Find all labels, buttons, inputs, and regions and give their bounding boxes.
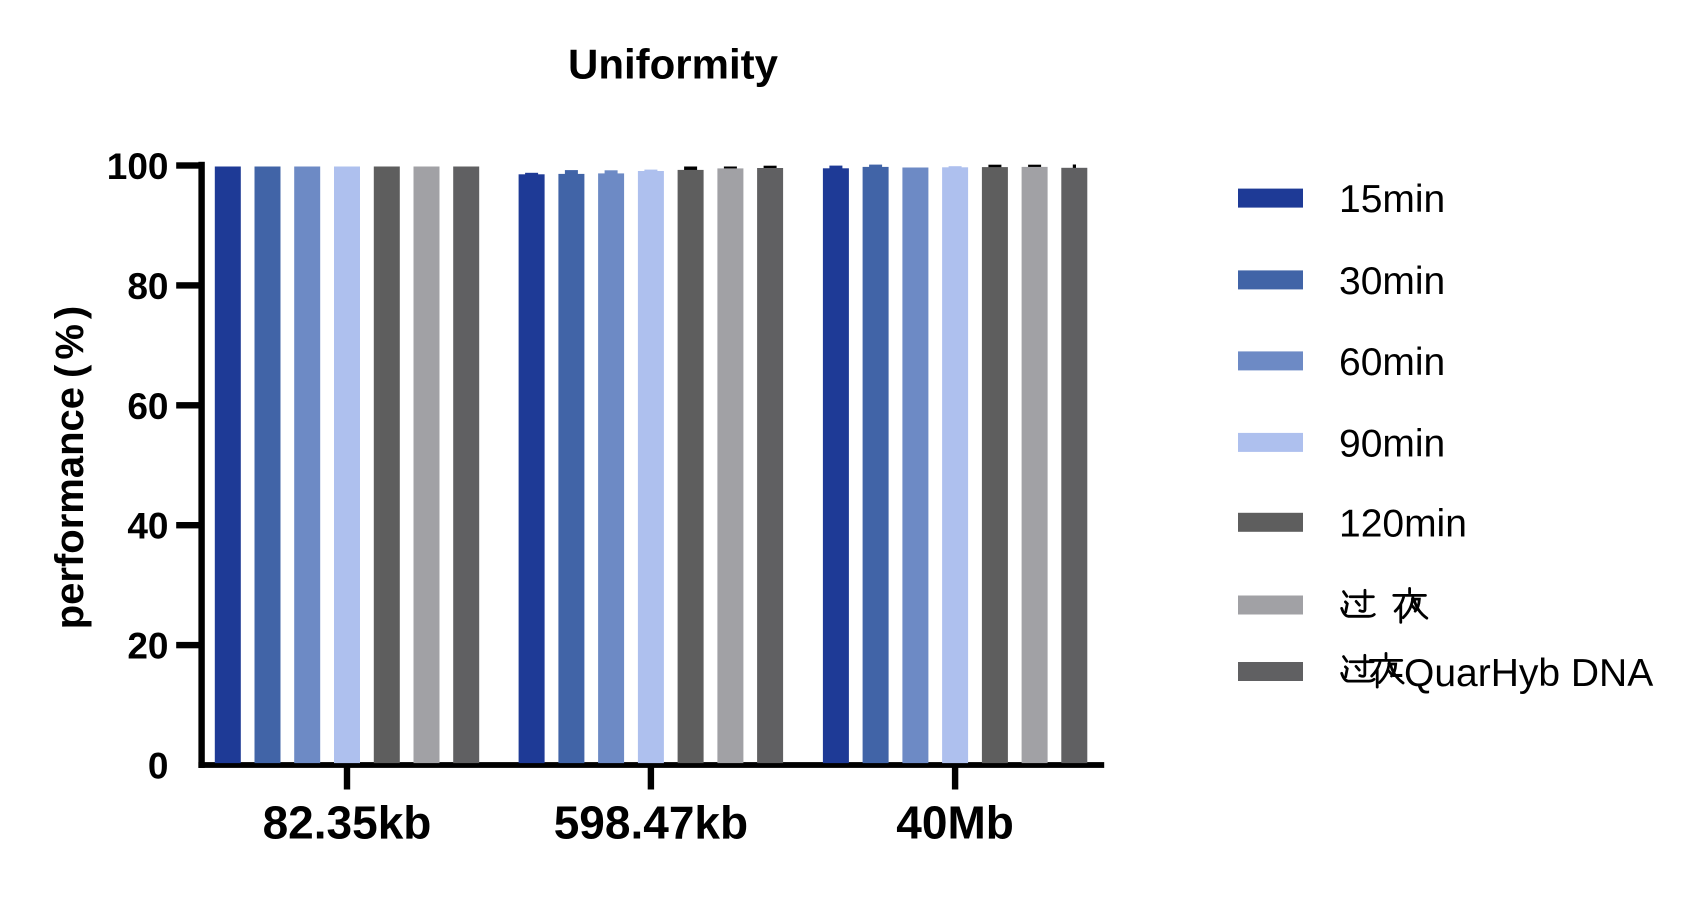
svg-text:40: 40 bbox=[127, 506, 168, 547]
svg-text:15min: 15min bbox=[1339, 178, 1445, 221]
svg-text:performance(%): performance(%) bbox=[48, 306, 92, 630]
svg-text:Uniformity: Uniformity bbox=[568, 41, 779, 88]
svg-text:598.47kb: 598.47kb bbox=[554, 797, 748, 849]
svg-text:60: 60 bbox=[127, 386, 168, 427]
svg-text:100: 100 bbox=[107, 146, 169, 187]
svg-text:20: 20 bbox=[127, 626, 168, 667]
svg-text:0: 0 bbox=[148, 746, 169, 787]
svg-text:30min: 30min bbox=[1339, 260, 1445, 303]
svg-text:120min: 120min bbox=[1339, 502, 1467, 545]
svg-text:82.35kb: 82.35kb bbox=[263, 797, 432, 849]
svg-text:-QuarHyb DNA: -QuarHyb DNA bbox=[1391, 652, 1653, 695]
svg-text:80: 80 bbox=[127, 266, 168, 307]
svg-text:40Mb: 40Mb bbox=[896, 797, 1014, 849]
svg-text:60min: 60min bbox=[1339, 341, 1445, 384]
svg-text:90min: 90min bbox=[1339, 422, 1445, 465]
